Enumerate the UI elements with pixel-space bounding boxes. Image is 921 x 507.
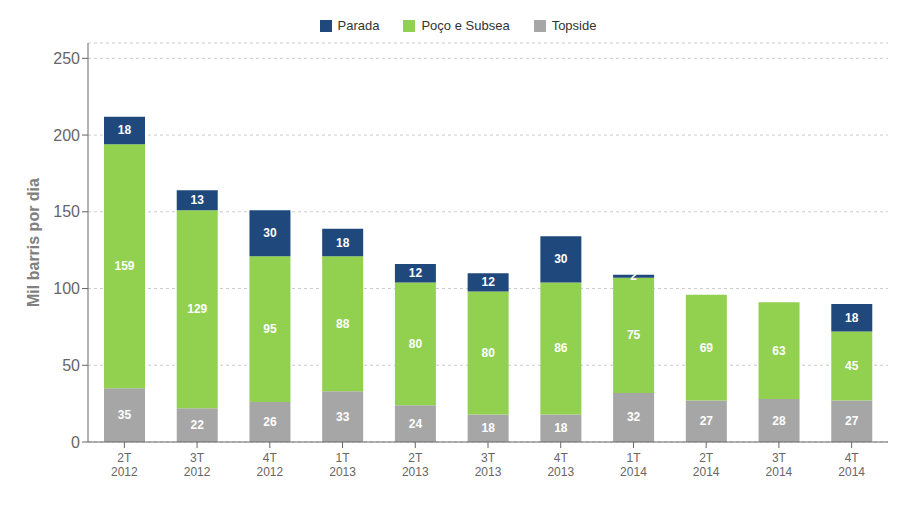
svg-text:129: 129: [187, 302, 207, 316]
svg-text:80: 80: [481, 346, 495, 360]
svg-text:45: 45: [845, 359, 859, 373]
svg-text:3T2012: 3T2012: [184, 451, 211, 479]
html-text:Parada: Parada: [337, 18, 380, 33]
svg-text:2T2014: 2T2014: [693, 451, 720, 479]
svg-text:24: 24: [409, 417, 423, 431]
svg-text:30: 30: [263, 226, 277, 240]
svg-text:32: 32: [627, 410, 641, 424]
svg-text:95: 95: [263, 322, 277, 336]
svg-text:86: 86: [554, 341, 568, 355]
svg-text:80: 80: [409, 337, 423, 351]
svg-text:18: 18: [554, 421, 568, 435]
svg-text:200: 200: [53, 127, 80, 144]
svg-text:26: 26: [263, 415, 277, 429]
svg-text:4T2012: 4T2012: [256, 451, 283, 479]
svg-text:250: 250: [53, 50, 80, 67]
svg-text:2: 2: [630, 269, 637, 283]
svg-text:12: 12: [481, 275, 495, 289]
svg-text:22: 22: [191, 418, 205, 432]
svg-text:3T2013: 3T2013: [475, 451, 502, 479]
svg-text:27: 27: [700, 414, 714, 428]
svg-text:18: 18: [481, 421, 495, 435]
svg-text:3T2014: 3T2014: [766, 451, 793, 479]
svg-text:1T2014: 1T2014: [620, 451, 647, 479]
svg-text:27: 27: [845, 414, 859, 428]
svg-text:13: 13: [191, 193, 205, 207]
svg-text:33: 33: [336, 410, 350, 424]
svg-text:159: 159: [114, 259, 134, 273]
svg-text:2T2012: 2T2012: [111, 451, 138, 479]
svg-text:100: 100: [53, 280, 80, 297]
svg-text:18: 18: [336, 236, 350, 250]
svg-text:75: 75: [627, 328, 641, 342]
svg-text:0: 0: [71, 434, 80, 451]
svg-text:4T2013: 4T2013: [547, 451, 574, 479]
svg-text:63: 63: [772, 344, 786, 358]
svg-text:18: 18: [845, 311, 859, 325]
svg-text:150: 150: [53, 203, 80, 220]
svg-text:30: 30: [554, 252, 568, 266]
svg-text:35: 35: [118, 408, 132, 422]
svg-text:69: 69: [700, 341, 714, 355]
svg-text:4T2014: 4T2014: [838, 451, 865, 479]
html-text:Poço e Subsea: Poço e Subsea: [421, 18, 510, 33]
svg-text:18: 18: [118, 123, 132, 137]
svg-text:12: 12: [409, 266, 423, 280]
svg-text:2T2013: 2T2013: [402, 451, 429, 479]
svg-text:Mil barris por dia: Mil barris por dia: [25, 178, 42, 307]
svg-text:28: 28: [772, 414, 786, 428]
svg-text:50: 50: [62, 357, 80, 374]
svg-text:1T2013: 1T2013: [329, 451, 356, 479]
svg-text:88: 88: [336, 317, 350, 331]
html-text:Topside: Topside: [551, 18, 597, 33]
